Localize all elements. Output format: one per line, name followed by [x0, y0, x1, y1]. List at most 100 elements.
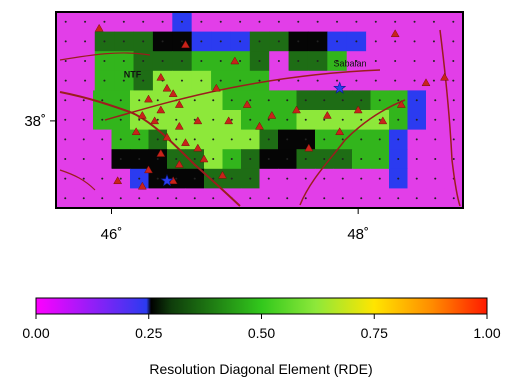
- border-line: [59, 52, 151, 61]
- grid-node-dot: [138, 197, 141, 200]
- volcano-star-icon: [160, 173, 174, 187]
- map-axis-ticks: 46˚ 48˚ 38˚: [24, 113, 369, 243]
- grid-node-dot: [119, 118, 122, 121]
- grid-node-dot: [413, 20, 416, 23]
- place-label: Sabalan: [334, 58, 367, 68]
- volcano-star-icon: [333, 81, 347, 94]
- grid-node-dot: [452, 158, 455, 160]
- grid-node-dot: [249, 158, 252, 160]
- grid-node-dot: [397, 99, 400, 102]
- grid-node-dot: [212, 99, 215, 102]
- earthquake-triangle: [156, 105, 166, 114]
- grid-node-dot: [230, 158, 233, 160]
- earthquake-triangle: [267, 110, 277, 119]
- grid-node-dot: [341, 177, 344, 180]
- grid-node-dot: [316, 40, 319, 43]
- grid-node-dot: [64, 158, 67, 160]
- grid-node-dot: [374, 60, 377, 62]
- earthquake-triangle: [390, 29, 400, 38]
- grid-node-dot: [119, 158, 122, 160]
- grid-node-dot: [156, 197, 159, 200]
- grid-node-dot: [156, 99, 159, 102]
- grid-node-dot: [138, 99, 141, 102]
- grid-node-dot: [452, 20, 455, 23]
- grid-node-dot: [103, 60, 106, 62]
- grid-node-dot: [161, 60, 164, 62]
- grid-node-dot: [297, 40, 300, 43]
- grid-node-dot: [360, 118, 363, 121]
- volcano-markers: [160, 81, 347, 187]
- grid-node-dot: [219, 20, 222, 23]
- grid-node-dot: [277, 60, 280, 62]
- grid-node-dot: [212, 177, 215, 180]
- grid-node-dot: [374, 40, 377, 43]
- grid-node-dot: [156, 158, 159, 160]
- earthquake-triangle: [255, 121, 264, 130]
- grid-node-dot: [138, 118, 141, 121]
- grid-node-dot: [360, 138, 363, 141]
- colorbar-ticks: 0.00 0.25 0.50 0.75 1.00: [22, 314, 501, 341]
- grid-node-dot: [64, 177, 67, 180]
- grid-node-dot: [434, 138, 437, 141]
- grid-node-dot: [415, 99, 418, 102]
- grid-node-dot: [286, 197, 289, 200]
- earthquake-triangle: [193, 116, 203, 125]
- grid-node-dot: [200, 79, 203, 82]
- grid-node-dot: [394, 40, 397, 43]
- grid-node-dot: [316, 60, 319, 62]
- grid-node-dot: [119, 138, 122, 141]
- earthquake-triangle: [193, 143, 203, 152]
- grid-node-dot: [394, 60, 397, 62]
- grid-node-dot: [397, 177, 400, 180]
- grid-node-dot: [239, 79, 242, 82]
- grid-node-dot: [239, 20, 242, 23]
- map-frame: [55, 11, 464, 209]
- grid-node-dot: [193, 118, 196, 121]
- grid-node-dot: [297, 20, 300, 23]
- grid-node-dot: [103, 20, 106, 23]
- grid-node-dot: [258, 20, 261, 23]
- grid-node-dot: [341, 99, 344, 102]
- grid-node-dot: [323, 99, 326, 102]
- grid-node-dot: [378, 138, 381, 141]
- grid-node-dot: [277, 20, 280, 23]
- grid-node-dot: [323, 158, 326, 160]
- earthquake-triangle: [421, 78, 431, 87]
- grid-node-dot: [180, 60, 183, 62]
- grid-node-dot: [138, 177, 141, 180]
- grid-node-dot: [452, 99, 455, 102]
- grid-node-dot: [397, 138, 400, 141]
- grid-node-dot: [452, 138, 455, 141]
- colorbar-title: Resolution Diagonal Element (RDE): [149, 361, 372, 377]
- grid-node-dot: [119, 177, 122, 180]
- grid-node-dot: [82, 118, 85, 121]
- grid-node-dot: [413, 40, 416, 43]
- earthquake-triangle: [181, 40, 190, 48]
- grid-node-dot: [122, 79, 125, 82]
- grid-node-dot: [175, 158, 178, 160]
- colorbar-tick-label: 0.50: [248, 325, 275, 341]
- grid-node-dot: [230, 99, 233, 102]
- grid-node-dot: [193, 138, 196, 141]
- grid-node-dot: [355, 79, 358, 82]
- grid-node-dot: [64, 20, 67, 23]
- grid-node-dot: [212, 158, 215, 160]
- grid-node-dot: [82, 99, 85, 102]
- fault-lines: [59, 29, 461, 207]
- grid-node-dot: [84, 79, 87, 82]
- grid-node-dot: [378, 118, 381, 121]
- grid-node-dot: [82, 177, 85, 180]
- earthquake-triangle: [224, 116, 234, 125]
- earthquake-triangle: [335, 127, 345, 136]
- grid-node-dot: [64, 99, 67, 102]
- earthquake-triangle: [174, 121, 184, 130]
- earthquake-triangle: [144, 165, 153, 174]
- grid-node-dot: [200, 20, 203, 23]
- earthquake-triangle: [211, 83, 221, 92]
- earthquake-triangle: [174, 100, 184, 108]
- resolution-grid: [56, 12, 463, 208]
- grid-node-dot: [258, 79, 261, 82]
- grid-node-dot: [336, 60, 339, 62]
- grid-node-dot: [336, 79, 339, 82]
- place-labels: NTF Sabalan: [124, 58, 367, 79]
